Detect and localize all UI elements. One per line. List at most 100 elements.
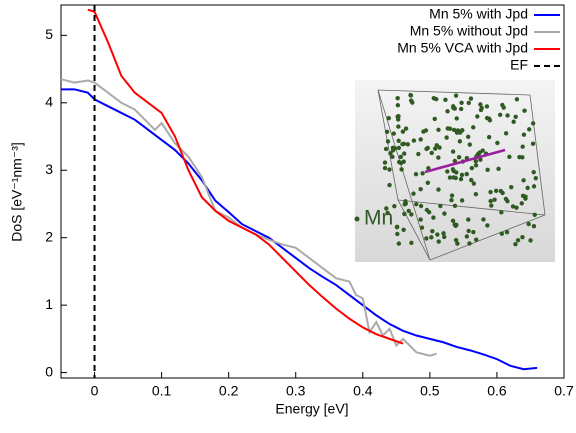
atom — [517, 154, 522, 160]
y-tick-label: 3 — [45, 161, 53, 177]
atom — [424, 236, 429, 241]
atom — [485, 167, 490, 173]
atom — [387, 182, 392, 188]
atom — [478, 102, 483, 107]
atom — [443, 97, 448, 102]
atom — [401, 227, 406, 233]
atom — [481, 217, 486, 222]
atom — [425, 180, 431, 186]
atom — [503, 131, 509, 136]
atom — [418, 186, 423, 192]
inset-label: Mn — [364, 207, 393, 230]
atom — [457, 139, 463, 144]
atom — [450, 149, 456, 154]
atom — [451, 105, 456, 111]
atom — [400, 142, 405, 147]
atom — [441, 231, 446, 236]
y-axis-label: DoS [eV⁻¹nm⁻³] — [9, 142, 25, 242]
atom — [477, 150, 482, 155]
atom — [454, 170, 459, 175]
line-series — [87, 8, 404, 345]
atom — [411, 191, 416, 196]
atom — [511, 119, 516, 124]
atom — [424, 207, 430, 213]
atom — [450, 167, 456, 172]
atom — [399, 167, 404, 172]
atom — [453, 93, 459, 98]
atom — [383, 146, 389, 152]
atom — [469, 165, 475, 171]
atom — [473, 237, 479, 242]
x-tick-label: 0 — [91, 383, 99, 399]
atom — [430, 228, 435, 234]
atom — [382, 160, 388, 165]
atom — [526, 221, 531, 227]
atom — [444, 135, 449, 140]
atom — [398, 154, 404, 160]
atom — [436, 155, 441, 160]
atom — [525, 185, 530, 191]
atom — [391, 131, 396, 136]
atom — [503, 196, 509, 202]
atom — [409, 240, 414, 246]
atom — [418, 203, 424, 209]
atom — [509, 184, 514, 190]
atom — [527, 127, 532, 132]
atom — [499, 210, 504, 215]
atom — [493, 188, 499, 194]
atom — [497, 112, 503, 117]
atom — [522, 108, 527, 113]
atom — [510, 204, 516, 209]
atom — [436, 239, 441, 244]
atom — [426, 166, 431, 171]
x-tick-label: 0.4 — [353, 383, 373, 399]
atom — [498, 188, 504, 194]
atom — [406, 208, 412, 214]
atom — [520, 234, 525, 240]
atom — [473, 158, 478, 164]
atom — [432, 146, 438, 151]
atom — [514, 205, 519, 210]
atom — [513, 114, 518, 120]
atom — [425, 145, 430, 151]
atom — [464, 234, 470, 239]
atom — [394, 224, 400, 230]
cube-edge — [429, 214, 546, 261]
atom — [450, 218, 456, 223]
atom — [413, 171, 419, 177]
atom — [402, 211, 407, 217]
atom — [396, 138, 401, 143]
cube-edge — [397, 199, 431, 261]
atom — [403, 199, 408, 204]
y-tick-label: 4 — [45, 94, 53, 110]
atom — [388, 151, 393, 156]
atom — [449, 197, 454, 203]
cube-edge — [377, 89, 399, 201]
atom — [457, 130, 463, 135]
atom — [409, 212, 414, 217]
atom — [532, 212, 537, 218]
atom — [395, 231, 400, 237]
atom — [471, 181, 476, 186]
atom — [531, 169, 536, 175]
atom — [395, 114, 400, 119]
atom — [405, 142, 410, 147]
atom — [429, 235, 434, 240]
atom — [384, 206, 389, 211]
atom — [390, 154, 395, 160]
atom — [501, 105, 506, 110]
atom — [464, 171, 469, 177]
atom — [403, 126, 409, 131]
atom — [396, 145, 402, 151]
atom — [431, 215, 436, 220]
atom — [419, 225, 425, 230]
atom — [432, 116, 437, 122]
legend-label: EF — [510, 57, 528, 73]
atom — [436, 187, 441, 192]
atom — [458, 176, 464, 182]
cube-edge — [529, 94, 546, 216]
y-tick-label: 0 — [45, 363, 53, 379]
atom — [458, 106, 464, 112]
atom — [484, 104, 490, 109]
